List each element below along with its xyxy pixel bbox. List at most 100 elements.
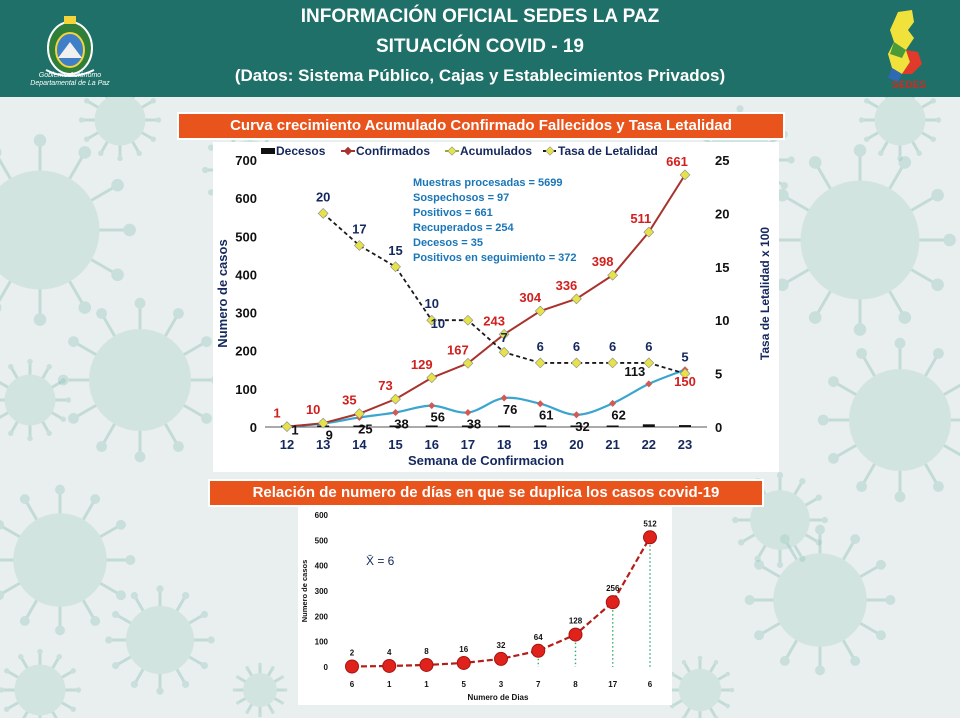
virus-spike-tip: [258, 713, 262, 718]
virus-spike: [907, 266, 937, 286]
virus-spike: [672, 673, 684, 682]
y-tick-label: 100: [315, 638, 329, 647]
virus-body: [89, 329, 191, 431]
virus-spike: [87, 184, 117, 204]
virus-spike-tip: [105, 636, 113, 644]
legend-entry: Acumulados: [460, 144, 532, 158]
letalidad-data-label: 10: [424, 296, 438, 311]
virus-spike-tip: [37, 648, 43, 655]
decesos-bar: [425, 425, 438, 427]
virus-decoration: [744, 524, 896, 676]
chart1-banner: Curva crecimiento Acumulado Confirmado F…: [177, 112, 785, 140]
virus-spike-tip: [125, 555, 136, 565]
virus-spike-tip: [33, 134, 47, 147]
virus-body: [14, 664, 66, 716]
decesos-bar: [534, 425, 547, 427]
weekly-cases-data-label: 1: [291, 423, 298, 438]
y-tick-label: 100: [235, 382, 257, 397]
x-tick-label: 23: [678, 437, 692, 452]
decesos-bar: [498, 425, 511, 427]
virus-spike-tip: [864, 98, 870, 104]
virus-spike-tip: [68, 413, 79, 424]
virus-spike-tip: [271, 666, 275, 670]
virus-spike-tip: [0, 687, 5, 693]
virus-spike-tip: [776, 278, 789, 292]
virus-spike-tip: [75, 687, 82, 693]
virus-spike: [803, 532, 819, 544]
virus-spike: [74, 402, 100, 419]
x-tick-label: 12: [280, 437, 294, 452]
y-tick-label: 300: [315, 587, 329, 596]
virus-spike-tip: [200, 610, 208, 619]
virus-spike-tip: [725, 671, 730, 677]
info-box-line: Decesos = 35: [413, 237, 483, 249]
virus-spike: [683, 662, 692, 674]
virus-spike: [783, 266, 813, 286]
virus-spike-tip: [65, 397, 72, 403]
virus-spike-tip: [850, 534, 861, 544]
virus-spike-tip: [930, 98, 936, 104]
virus-spike: [246, 667, 254, 677]
virus-body: [13, 513, 107, 607]
virus-spike-tip: [0, 148, 2, 157]
virus-spike-tip: [130, 592, 138, 600]
virus-spike: [683, 706, 692, 718]
department-map-logo: SEDES: [888, 10, 926, 91]
virus-spike-tip: [182, 680, 190, 688]
decesos-bar: [606, 425, 619, 427]
virus-spike-tip: [96, 308, 107, 319]
letalidad-data-label: 20: [316, 189, 330, 204]
virus-spike: [716, 673, 728, 682]
virus-spike-tip: [57, 374, 69, 386]
virus-spike-tip: [84, 136, 90, 142]
y-tick-label: 600: [235, 191, 257, 206]
weekly-cases-data-label: 61: [539, 408, 553, 423]
virus-spike: [861, 354, 878, 380]
letalidad-marker: [534, 357, 546, 369]
virus-spike: [0, 580, 23, 596]
virus-decoration: [57, 297, 223, 463]
virus-spike-tip: [780, 182, 788, 190]
virus-decoration: [817, 337, 960, 503]
virus-spike-tip: [173, 441, 184, 452]
acumulados-data-label: 129: [411, 357, 433, 372]
y2-axis-title: Tasa de Letalidad x 100: [758, 227, 772, 360]
header: Gobierno Autónomo Departamental de La Pa…: [0, 0, 960, 97]
virus-spike-tip: [681, 660, 687, 665]
x-tick-label: 22: [642, 437, 656, 452]
letalidad-data-label: 6: [645, 339, 652, 354]
virus-spike-tip: [236, 701, 240, 705]
virus-decoration: [105, 585, 215, 695]
acumulados-data-label: 304: [519, 290, 541, 305]
virus-spike-tip: [112, 610, 120, 619]
virus-spike: [741, 532, 757, 544]
virus-spike-tip: [744, 595, 755, 605]
virus-spike-tip: [56, 654, 62, 660]
virus-spike: [759, 564, 783, 580]
virus-spike: [50, 710, 58, 718]
doubling-marker: [605, 595, 620, 610]
weekly-cases-marker: [392, 408, 400, 417]
x-tick-label: 17: [461, 437, 475, 452]
virus-spike-tip: [60, 416, 66, 422]
weekly-cases-data-label: 113: [624, 364, 645, 379]
virus-spike-tip: [208, 189, 215, 196]
virus-spike-tip: [808, 156, 822, 169]
decesos-bar: [642, 424, 655, 427]
virus-spike-tip: [236, 675, 240, 679]
doubling-value-label: 32: [497, 641, 506, 650]
virus-spike: [86, 130, 100, 141]
virus-body: [800, 180, 920, 300]
info-box-line: Sospechosos = 97: [413, 192, 509, 204]
confirmados-line: [286, 174, 686, 428]
virus-spike-tip: [112, 662, 120, 670]
virus-spike: [133, 595, 146, 614]
virus-spike-tip: [713, 660, 719, 665]
virus-spike: [0, 277, 14, 303]
virus-spike: [834, 442, 860, 459]
virus-spike: [97, 580, 121, 596]
virus-spike-tip: [815, 524, 825, 535]
virus-spike-tip: [754, 555, 761, 562]
virus-spike-tip: [123, 223, 136, 237]
virus-spike-tip: [90, 616, 101, 626]
